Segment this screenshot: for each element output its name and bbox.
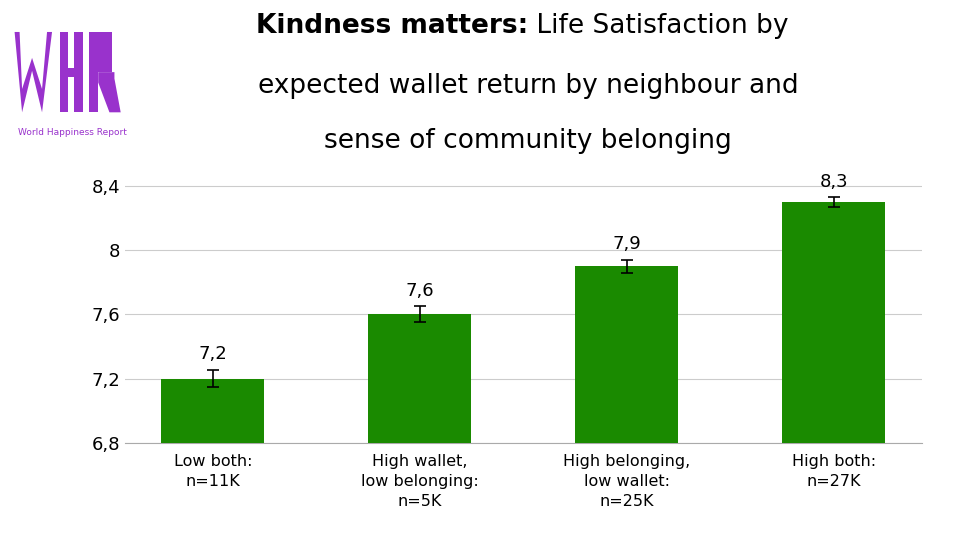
Text: 8,3: 8,3 bbox=[819, 173, 848, 191]
Polygon shape bbox=[14, 32, 52, 112]
Bar bbox=[575, 266, 679, 443]
Text: World Happiness Report: World Happiness Report bbox=[17, 128, 127, 137]
Text: Kindness matters:: Kindness matters: bbox=[255, 13, 528, 39]
Text: 7,6: 7,6 bbox=[405, 282, 434, 300]
Polygon shape bbox=[98, 72, 121, 112]
Bar bbox=[75, 32, 84, 112]
Bar bbox=[89, 32, 98, 112]
Bar bbox=[60, 68, 84, 77]
Text: expected wallet return by neighbour and: expected wallet return by neighbour and bbox=[257, 73, 799, 99]
Bar bbox=[60, 32, 68, 112]
Text: 7,9: 7,9 bbox=[612, 235, 641, 253]
Text: sense of community belonging: sense of community belonging bbox=[324, 127, 732, 153]
Bar bbox=[89, 32, 112, 72]
Text: 7,2: 7,2 bbox=[199, 346, 228, 363]
Text: Life Satisfaction by: Life Satisfaction by bbox=[528, 13, 788, 39]
Bar bbox=[368, 314, 471, 443]
Bar bbox=[161, 379, 265, 443]
Bar bbox=[781, 202, 885, 443]
